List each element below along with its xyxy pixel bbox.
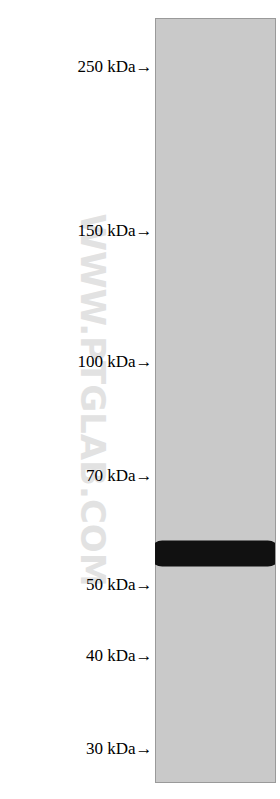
svg-text:100 kDa→: 100 kDa→	[77, 352, 152, 371]
svg-text:70 kDa→: 70 kDa→	[86, 466, 153, 485]
svg-text:150 kDa→: 150 kDa→	[77, 221, 152, 240]
svg-text:250 kDa→: 250 kDa→	[77, 57, 152, 76]
svg-text:30 kDa→: 30 kDa→	[86, 739, 153, 758]
svg-text:WWW.PTGLAB.COM: WWW.PTGLAB.COM	[73, 213, 113, 586]
svg-text:50 kDa→: 50 kDa→	[86, 575, 153, 594]
svg-text:40 kDa→: 40 kDa→	[86, 646, 153, 665]
